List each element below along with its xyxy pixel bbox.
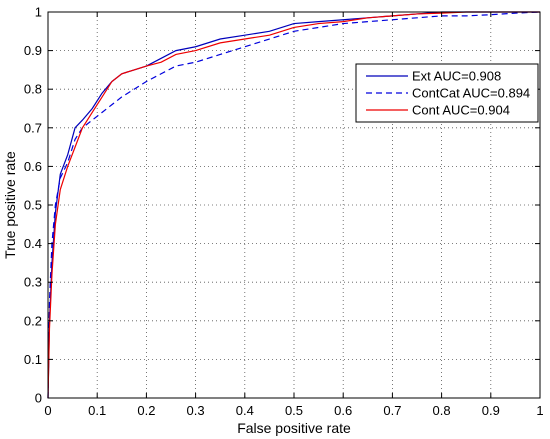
- x-tick-label: 0.7: [383, 403, 401, 418]
- x-tick-label: 1: [536, 403, 543, 418]
- x-tick-label: 0.1: [88, 403, 106, 418]
- x-tick-label: 0.8: [433, 403, 451, 418]
- x-tick-label: 0.9: [482, 403, 500, 418]
- legend-label: Cont AUC=0.904: [412, 103, 510, 118]
- legend-box: [355, 63, 539, 123]
- y-tick-label: 0.1: [24, 352, 42, 367]
- x-tick-label: 0.2: [137, 403, 155, 418]
- legend-label: Ext AUC=0.908: [412, 69, 501, 84]
- y-tick-label: 0.3: [24, 275, 42, 290]
- series-line-1: [47, 11, 541, 399]
- y-tick-label: 0.4: [24, 236, 42, 251]
- y-axis-label: True positive rate: [2, 151, 18, 259]
- y-tick-label: 0.8: [24, 82, 42, 97]
- legend-label: ContCat AUC=0.894: [412, 86, 530, 101]
- series-line-2: [47, 11, 540, 399]
- y-tick-label: 1: [35, 5, 42, 20]
- x-tick-label: 0: [44, 403, 51, 418]
- y-tick-label: 0.7: [24, 120, 42, 135]
- y-tick-label: 0.6: [24, 159, 42, 174]
- ticks: 0 0.1 0.2 0.3 0.4 0.5 0.6 0.7 0.8 0.9 1 0 0.1 0.2 0.3 0…: [24, 5, 544, 419]
- x-tick-label: 0.3: [187, 403, 205, 418]
- legend: Ext AUC=0.908 ContCat AUC=0.894 Cont AUC=0…: [355, 63, 539, 123]
- y-tick-label: 0.9: [24, 43, 42, 58]
- y-tick-label: 0.5: [24, 198, 42, 213]
- x-tick-label: 0.4: [236, 403, 254, 418]
- x-axis-label: False positive rate: [237, 420, 351, 436]
- x-tick-label: 0.5: [285, 403, 303, 418]
- y-tick-label: 0: [35, 391, 42, 406]
- x-tick-label: 0.6: [334, 403, 352, 418]
- y-tick-label: 0.2: [24, 313, 42, 328]
- series-layer: [47, 11, 541, 399]
